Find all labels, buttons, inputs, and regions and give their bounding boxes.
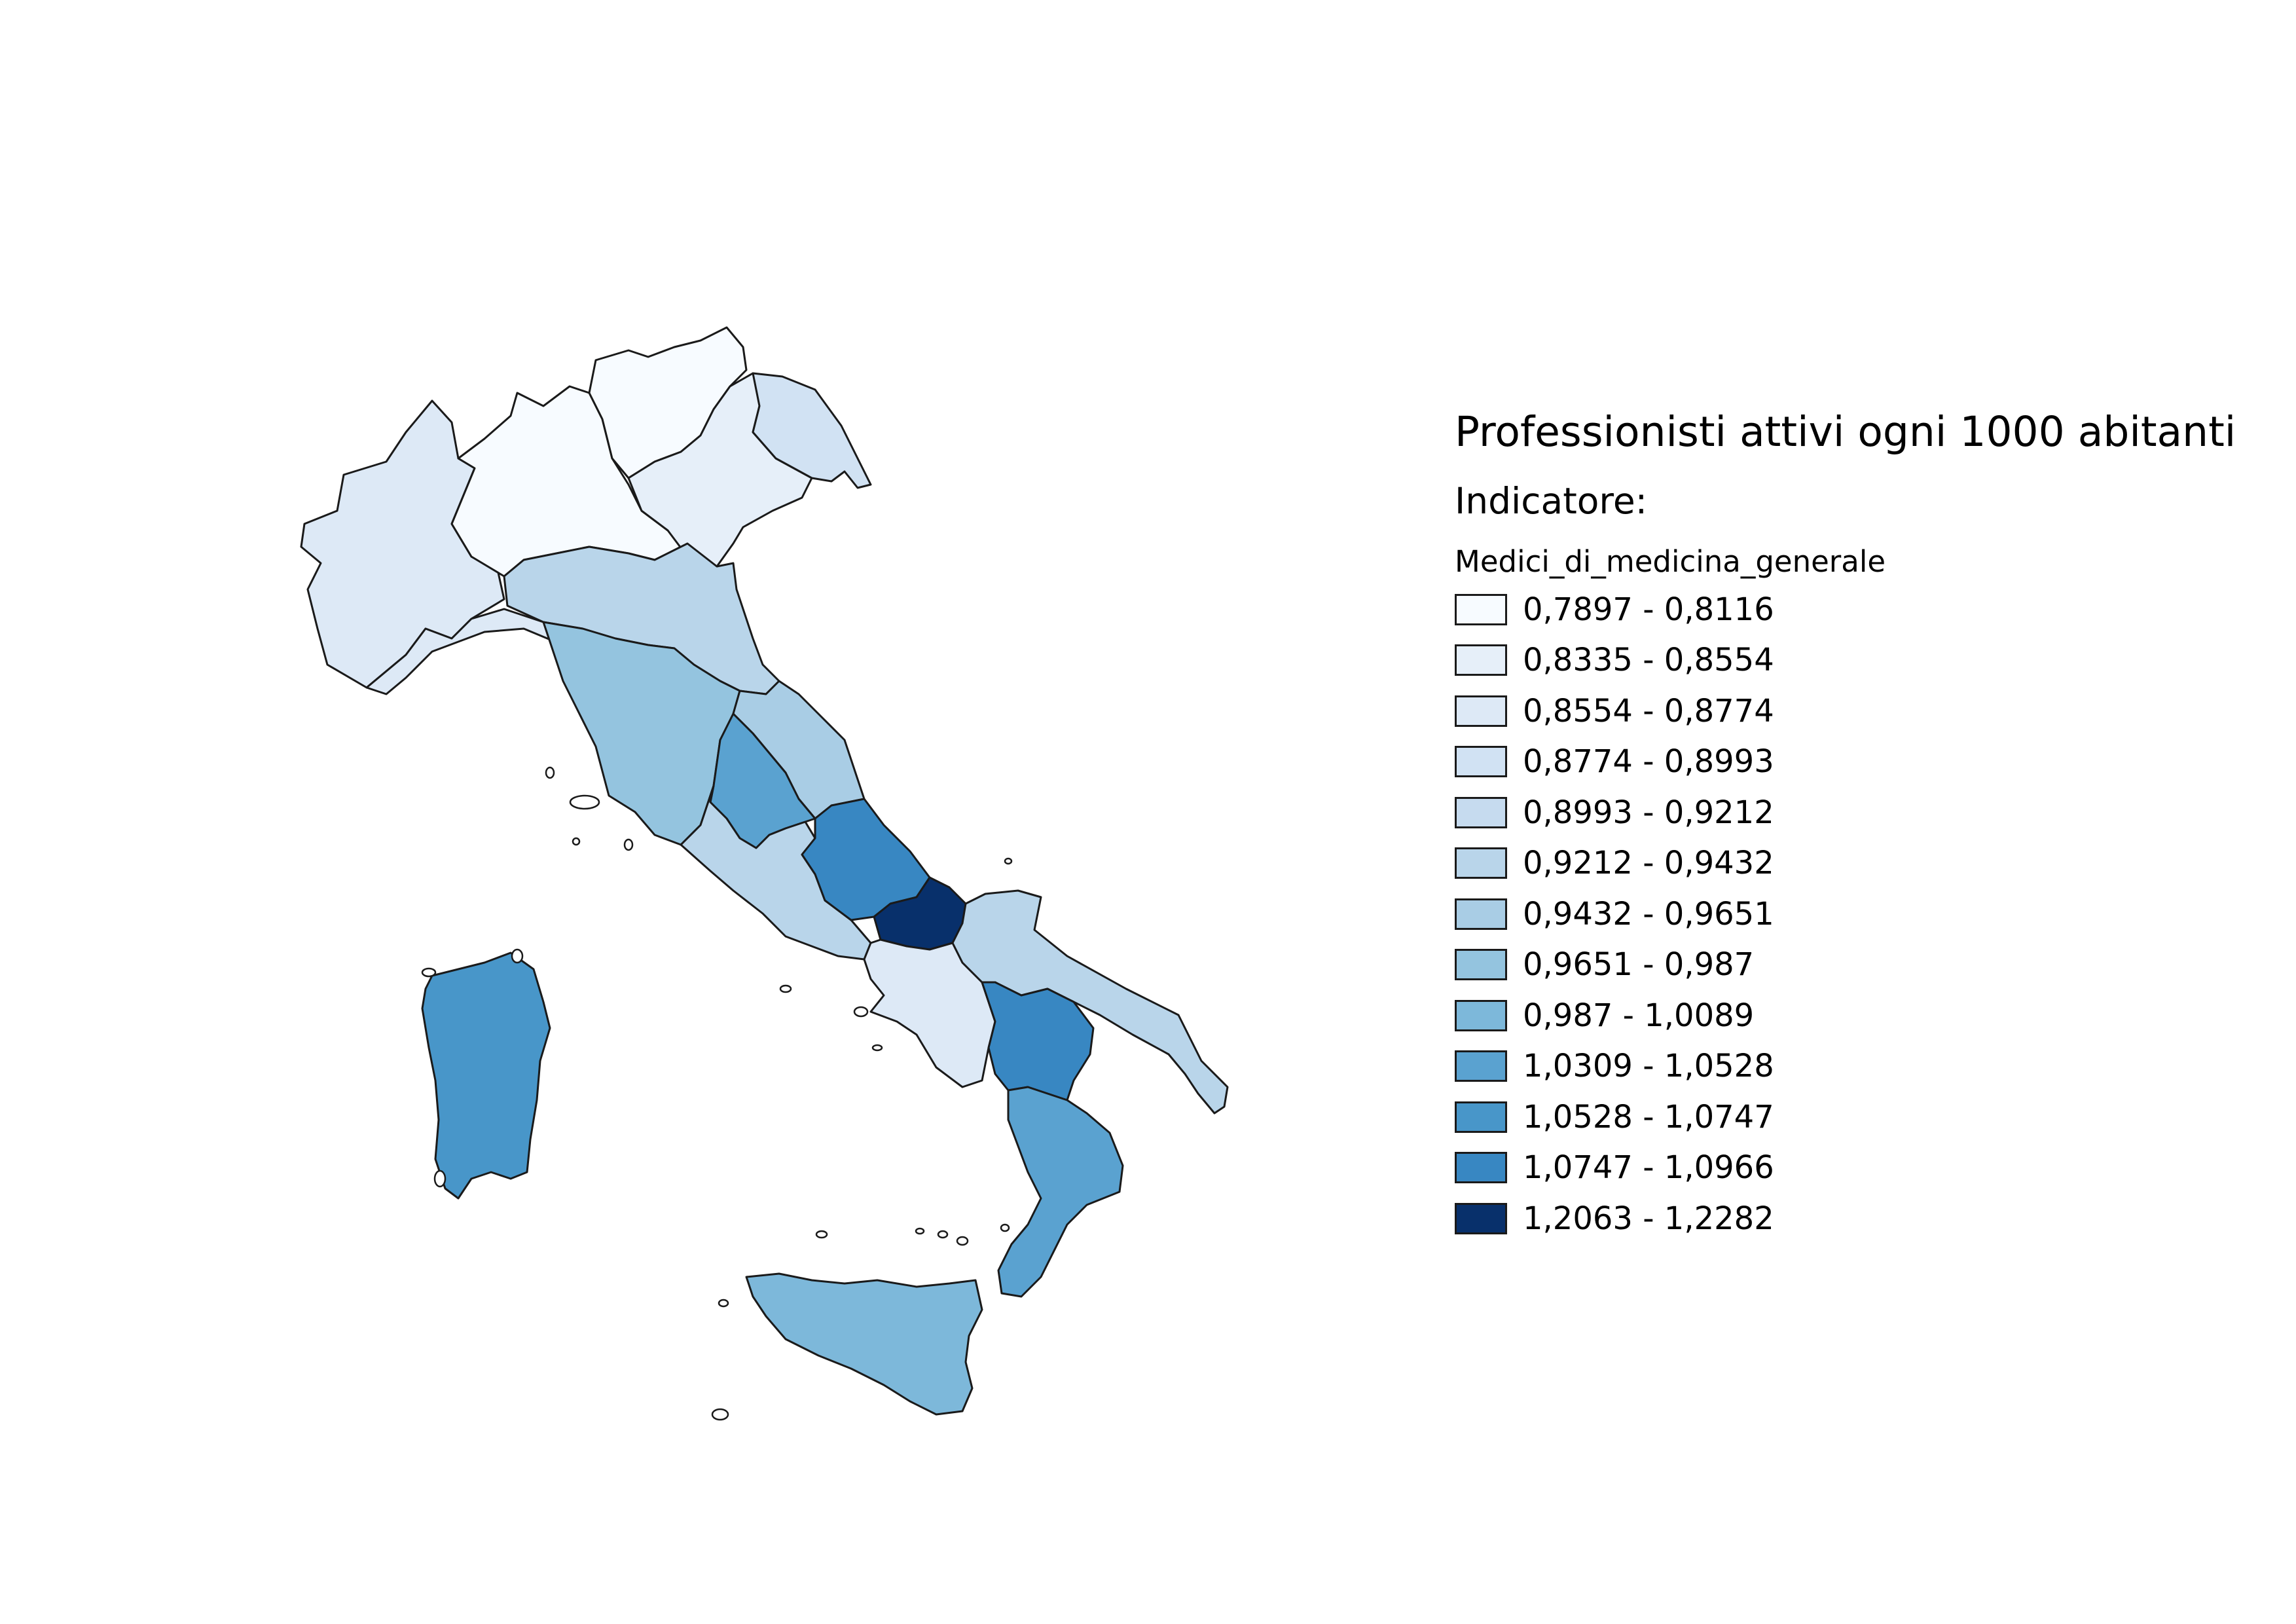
map-title: Professionisti attivi ogni 1000 abitanti — [1455, 408, 2236, 456]
island-ischia — [853, 1006, 869, 1018]
island-tremiti — [1004, 857, 1013, 865]
region-basilicata — [981, 981, 1095, 1101]
legend-swatch — [1455, 746, 1507, 778]
legend-label: 0,987 - 1,0089 — [1523, 997, 1755, 1034]
island-asinara — [421, 967, 437, 978]
island-eolie-2 — [956, 1236, 969, 1246]
small-islands — [421, 766, 1013, 1421]
legend-item: 0,987 - 1,0089 — [1455, 990, 2240, 1041]
legend-label: 0,8335 - 0,8554 — [1523, 642, 1774, 679]
legend-label: 0,7897 - 0,8116 — [1523, 591, 1774, 628]
legend-label: 0,9212 - 0,9432 — [1523, 845, 1774, 882]
legend-label: 1,0309 - 1,0528 — [1523, 1048, 1774, 1085]
legend-class-list: 0,7897 - 0,8116 0,8335 - 0,8554 0,8554 - 0… — [1455, 584, 2240, 1244]
island-eolie-1 — [937, 1230, 949, 1239]
island-egadi — [718, 1299, 729, 1308]
legend-swatch — [1455, 898, 1507, 930]
legend-swatch — [1455, 949, 1507, 981]
legend-label: 0,8993 - 0,9212 — [1523, 794, 1774, 831]
legend-item: 0,7897 - 0,8116 — [1455, 584, 2240, 635]
legend-label: 1,0747 - 1,0966 — [1523, 1149, 1774, 1187]
legend-label: 1,2063 - 1,2282 — [1523, 1200, 1774, 1237]
legend-label: 0,9432 - 0,9651 — [1523, 895, 1774, 932]
legend-item: 0,8774 - 0,8993 — [1455, 737, 2240, 788]
legend-swatch — [1455, 796, 1507, 828]
legend-label: 0,9651 - 0,987 — [1523, 946, 1755, 984]
legend-swatch — [1455, 644, 1507, 676]
legend-swatch — [1455, 1202, 1507, 1234]
region-campania — [863, 938, 996, 1088]
island-ustica — [815, 1230, 828, 1239]
legend-swatch — [1455, 999, 1507, 1031]
region-calabria — [997, 1086, 1124, 1298]
island-montecristo — [572, 837, 581, 846]
legend-label: 0,8554 - 0,8774 — [1523, 692, 1774, 729]
legend-item: 0,8993 - 0,9212 — [1455, 787, 2240, 838]
legend-item: 0,9212 - 0,9432 — [1455, 838, 2240, 889]
legend-label: 1,0528 - 1,0747 — [1523, 1098, 1774, 1135]
island-elba — [569, 794, 600, 810]
legend-item: 1,2063 - 1,2282 — [1455, 1193, 2240, 1244]
region-friuli — [752, 372, 872, 489]
legend-item: 0,9432 - 0,9651 — [1455, 889, 2240, 940]
legend-swatch — [1455, 847, 1507, 879]
island-capri — [871, 1044, 883, 1052]
island-stromboli — [1000, 1223, 1010, 1232]
region-sicilia — [745, 1272, 983, 1416]
map-legend: Professionisti attivi ogni 1000 abitanti… — [1455, 406, 2240, 1244]
legend-item: 0,8554 - 0,8774 — [1455, 686, 2240, 737]
legend-swatch — [1455, 1050, 1507, 1082]
island-ponza — [779, 984, 792, 993]
island-san-pietro — [433, 1170, 446, 1188]
legend-swatch — [1455, 1101, 1507, 1133]
legend-label: 0,8774 - 0,8993 — [1523, 743, 1774, 781]
legend-item: 1,0309 - 1,0528 — [1455, 1041, 2240, 1092]
legend-subtitle: Indicatore: — [1455, 480, 1648, 522]
legend-swatch — [1455, 695, 1507, 727]
legend-item: 1,0747 - 1,0966 — [1455, 1143, 2240, 1194]
island-maddalena — [511, 948, 524, 964]
region-sardegna — [421, 951, 551, 1200]
legend-swatch — [1455, 1152, 1507, 1184]
regions — [300, 326, 1229, 1416]
island-pantelleria — [711, 1408, 729, 1421]
island-giglio — [623, 838, 634, 851]
island-eolie-3 — [915, 1227, 925, 1235]
island-capraia — [545, 766, 555, 779]
legend-item: 1,0528 - 1,0747 — [1455, 1092, 2240, 1143]
legend-swatch — [1455, 593, 1507, 625]
legend-item: 0,8335 - 0,8554 — [1455, 635, 2240, 686]
legend-item: 0,9651 - 0,987 — [1455, 940, 2240, 991]
legend-field-name: Medici_di_medicina_generale — [1455, 544, 1886, 579]
